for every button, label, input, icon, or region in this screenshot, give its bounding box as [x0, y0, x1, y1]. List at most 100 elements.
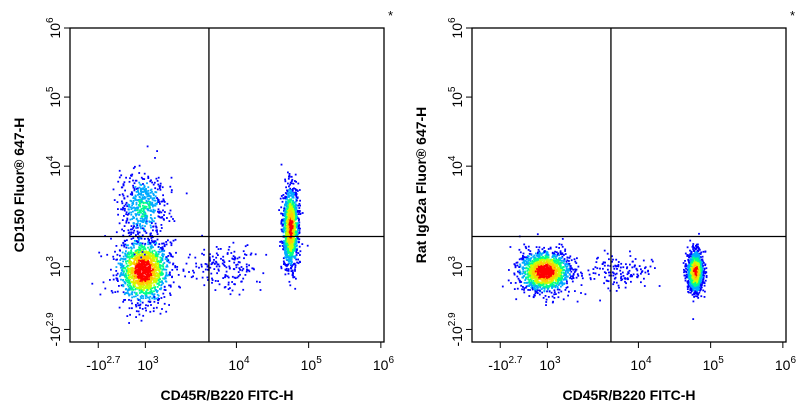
event-dot [286, 222, 289, 225]
event-dot [161, 268, 164, 271]
event-dot [145, 222, 148, 225]
event-dot [139, 281, 142, 284]
event-dot [132, 255, 135, 257]
event-dot [299, 212, 302, 215]
event-dot [146, 278, 148, 281]
event-dot [295, 213, 297, 215]
event-dot [563, 258, 566, 260]
event-dot [142, 283, 144, 286]
event-dot [123, 197, 126, 199]
event-dot [557, 260, 560, 262]
event-dot [555, 255, 558, 258]
event-dot [125, 201, 128, 204]
event-dot [126, 218, 129, 221]
event-dot [148, 296, 150, 299]
event-dot [171, 269, 174, 271]
event-dot [135, 277, 138, 279]
event-dot [154, 255, 157, 257]
event-dot [537, 251, 539, 254]
event-dot [151, 190, 153, 193]
event-dot [153, 220, 155, 223]
event-dot [530, 274, 533, 277]
event-dot [288, 191, 291, 194]
event-dot [233, 258, 236, 261]
event-dot [533, 282, 536, 284]
event-dot [282, 234, 285, 237]
event-dot [151, 277, 154, 280]
event-dot [209, 258, 211, 260]
event-dot [150, 276, 152, 278]
event-dot [123, 258, 125, 260]
event-dot [139, 307, 141, 309]
event-dot [555, 265, 558, 268]
event-dot [539, 277, 541, 280]
event-dot [125, 250, 127, 253]
event-dot [287, 249, 289, 252]
event-dot [173, 220, 176, 222]
event-dot [546, 258, 549, 261]
event-dot [298, 224, 301, 226]
event-dot [247, 269, 250, 272]
event-dot [281, 245, 284, 247]
event-dot [287, 211, 290, 214]
event-dot [288, 205, 291, 207]
event-dot [137, 258, 139, 261]
event-dot [118, 176, 121, 179]
event-dot [143, 197, 146, 200]
event-dot [224, 286, 227, 288]
event-dot [99, 293, 102, 296]
event-dot [521, 276, 524, 279]
event-dot [568, 273, 571, 276]
event-dot [284, 273, 287, 276]
event-dot [284, 214, 286, 217]
event-dot [289, 203, 292, 206]
event-dot [518, 269, 521, 272]
event-dot [130, 174, 132, 177]
event-dot [148, 286, 151, 289]
event-dot [290, 193, 293, 196]
event-dot [283, 241, 286, 244]
event-dot [541, 284, 544, 287]
event-dot [187, 256, 190, 259]
event-dot [523, 282, 526, 284]
event-dot [118, 285, 120, 287]
event-dot [568, 264, 571, 267]
event-dot [568, 260, 570, 262]
event-dot [155, 275, 158, 278]
event-dot [535, 252, 537, 255]
event-dot [130, 249, 132, 252]
event-dot [158, 280, 161, 283]
event-dot [161, 200, 164, 203]
event-dot [562, 262, 565, 265]
event-dot [158, 261, 161, 263]
event-dot [122, 194, 125, 197]
event-dot [135, 179, 138, 182]
event-dot [169, 292, 171, 295]
event-dot [553, 257, 555, 260]
event-dot [540, 284, 542, 287]
event-dot [128, 180, 131, 183]
event-dot [133, 259, 136, 262]
event-dot [287, 201, 290, 204]
event-dot [234, 277, 237, 279]
event-dot [285, 186, 287, 189]
event-dot [246, 244, 249, 246]
event-dot [558, 267, 561, 270]
event-dot [150, 188, 153, 191]
event-dot [289, 258, 292, 260]
event-dot [282, 257, 285, 260]
event-dot [284, 224, 287, 227]
event-dot [115, 266, 118, 268]
event-dot [140, 286, 142, 289]
event-dot [123, 225, 126, 227]
event-dot [136, 260, 139, 262]
event-dot [556, 261, 559, 264]
event-dot [565, 287, 568, 289]
event-dot [145, 273, 148, 276]
event-dot [529, 273, 532, 275]
event-dot [528, 261, 530, 264]
event-dot [289, 220, 292, 222]
event-dot [142, 207, 145, 209]
event-dot [137, 211, 139, 214]
event-dot [165, 277, 167, 280]
